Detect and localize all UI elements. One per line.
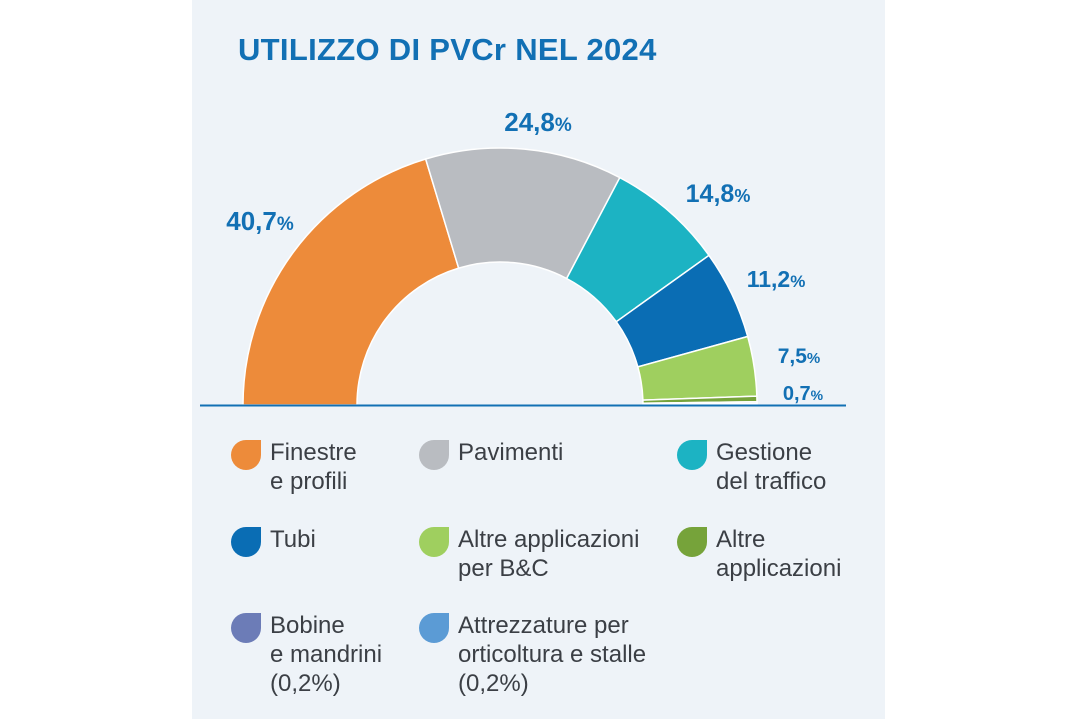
- value-label: 11,2%: [747, 266, 806, 292]
- slices-group: [242, 147, 758, 406]
- legend-label: Altre applicazioni: [716, 526, 842, 582]
- legend-item-tubi: Tubi: [230, 525, 316, 558]
- value-label: 24,8%: [504, 107, 572, 137]
- value-label: 7,5%: [778, 345, 821, 368]
- slice-finestre-e-profili: [242, 158, 460, 406]
- chart-title: UTILIZZO DI PVCr NEL 2024: [238, 32, 657, 67]
- legend-item-pavimenti: Pavimenti: [418, 438, 563, 471]
- leaf-marker-icon: [418, 612, 450, 644]
- legend-item-bobine: Bobine e mandrini (0,2%): [230, 611, 382, 698]
- leaf-marker-icon: [418, 439, 450, 471]
- legend-label: Pavimenti: [458, 439, 564, 466]
- legend-label: Gestione del traffico: [716, 439, 827, 495]
- legend-label: Attrezzature per orticoltura e stalle (0…: [458, 612, 647, 697]
- leaf-marker-icon: [676, 526, 708, 558]
- leaf-marker-icon: [230, 526, 262, 558]
- leaf-marker-icon: [418, 526, 450, 558]
- legend-item-gestione-traffico: Gestione del traffico: [676, 438, 826, 496]
- value-labels-group: 40,7% 24,8% 14,8% 11,2% 7,5% 0,7%: [226, 107, 823, 405]
- legend-item-attrezzature: Attrezzature per orticoltura e stalle (0…: [418, 611, 646, 698]
- legend-item-altre-applicazioni: Altre applicazioni: [676, 525, 841, 583]
- legend-label: Tubi: [270, 526, 316, 553]
- value-label: 40,7%: [226, 206, 294, 236]
- value-label: 0,7%: [783, 383, 824, 405]
- leaf-marker-icon: [676, 439, 708, 471]
- legend-item-altre-bc: Altre applicazioni per B&C: [418, 525, 639, 583]
- legend-label: Finestre e profili: [270, 439, 357, 495]
- legend-item-finestre: Finestre e profili: [230, 438, 357, 496]
- legend-label: Bobine e mandrini (0,2%): [270, 612, 383, 697]
- leaf-marker-icon: [230, 439, 262, 471]
- legend-label: Altre applicazioni per B&C: [458, 526, 640, 582]
- leaf-marker-icon: [230, 612, 262, 644]
- value-label: 14,8%: [686, 180, 751, 208]
